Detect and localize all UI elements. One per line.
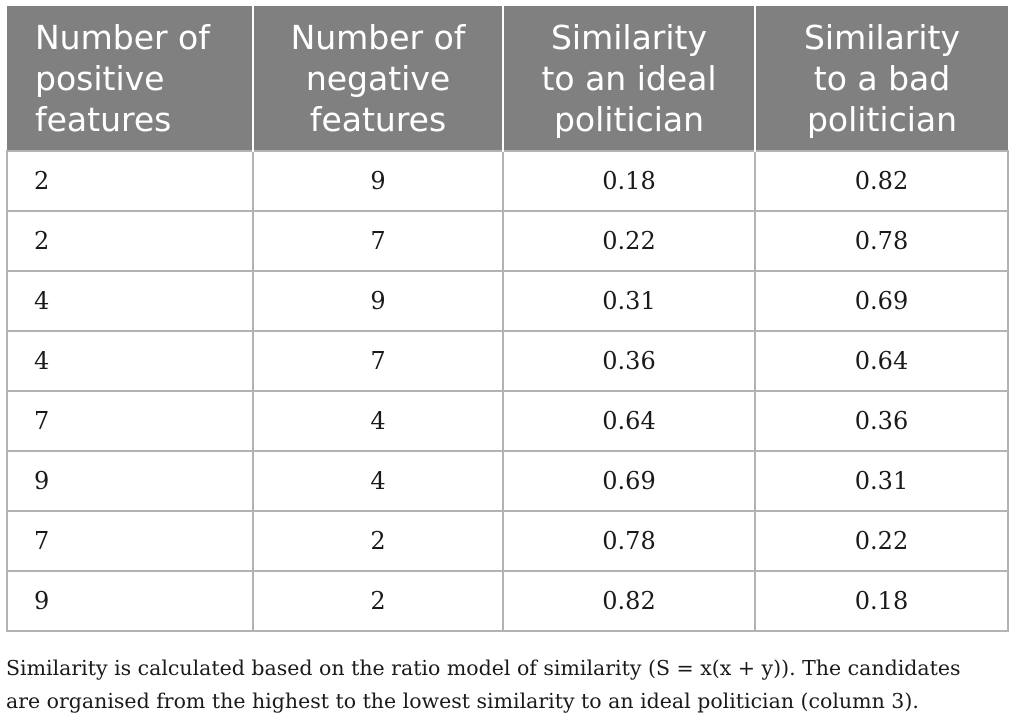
header-line: politician (553, 99, 705, 139)
footnote-line: Similarity is calculated based on the ra… (6, 656, 961, 680)
cell-similarity-bad: 0.82 (754, 150, 1009, 212)
header-line: negative (305, 58, 451, 98)
table-body: 2 9 0.18 0.82 2 7 0.22 0.78 4 9 0.31 0.6… (6, 150, 1009, 632)
header-similarity-ideal: Similarity to an ideal politician (503, 6, 756, 151)
header-line: features (35, 99, 172, 139)
cell-similarity-bad: 0.69 (754, 270, 1009, 332)
cell-positive: 2 (6, 150, 254, 212)
cell-negative: 9 (252, 270, 504, 332)
cell-similarity-ideal: 0.69 (502, 450, 756, 512)
similarity-table: Number of positive features Number of ne… (6, 6, 1009, 632)
cell-positive: 9 (6, 570, 254, 632)
cell-negative: 4 (252, 450, 504, 512)
cell-negative: 7 (252, 210, 504, 272)
table-header: Number of positive features Number of ne… (7, 6, 1008, 151)
table-row: 2 7 0.22 0.78 (6, 210, 1009, 272)
header-line: Number of (35, 17, 210, 57)
header-line: politician (806, 99, 958, 139)
header-line: positive (35, 58, 165, 98)
table-row: 7 2 0.78 0.22 (6, 510, 1009, 572)
header-positive-features: Number of positive features (7, 6, 254, 151)
header-line: to an ideal (541, 58, 717, 98)
cell-similarity-ideal: 0.64 (502, 390, 756, 452)
cell-negative: 4 (252, 390, 504, 452)
cell-similarity-ideal: 0.36 (502, 330, 756, 392)
header-line: Similarity (550, 17, 708, 57)
table-row: 9 4 0.69 0.31 (6, 450, 1009, 512)
cell-negative: 9 (252, 150, 504, 212)
cell-negative: 2 (252, 510, 504, 572)
table-footnote: Similarity is calculated based on the ra… (6, 652, 1011, 718)
header-line: Similarity (803, 17, 961, 57)
cell-positive: 7 (6, 390, 254, 452)
cell-similarity-bad: 0.78 (754, 210, 1009, 272)
cell-negative: 7 (252, 330, 504, 392)
cell-similarity-bad: 0.64 (754, 330, 1009, 392)
cell-positive: 7 (6, 510, 254, 572)
cell-negative: 2 (252, 570, 504, 632)
cell-positive: 9 (6, 450, 254, 512)
header-line: features (309, 99, 447, 139)
table-row: 4 9 0.31 0.69 (6, 270, 1009, 332)
table-row: 9 2 0.82 0.18 (6, 570, 1009, 632)
header-row: Number of positive features Number of ne… (7, 6, 1008, 151)
cell-similarity-bad: 0.31 (754, 450, 1009, 512)
cell-similarity-ideal: 0.78 (502, 510, 756, 572)
cell-similarity-ideal: 0.82 (502, 570, 756, 632)
header-similarity-bad: Similarity to a bad politician (755, 6, 1008, 151)
header-line: to a bad (813, 58, 951, 98)
cell-similarity-bad: 0.18 (754, 570, 1009, 632)
cell-similarity-ideal: 0.31 (502, 270, 756, 332)
footnote-line: are organised from the highest to the lo… (6, 689, 919, 713)
data-table-container: Number of positive features Number of ne… (6, 6, 1009, 632)
cell-positive: 4 (6, 330, 254, 392)
header-negative-features: Number of negative features (253, 6, 504, 151)
cell-similarity-ideal: 0.22 (502, 210, 756, 272)
cell-similarity-bad: 0.36 (754, 390, 1009, 452)
table-row: 2 9 0.18 0.82 (6, 150, 1009, 212)
cell-similarity-ideal: 0.18 (502, 150, 756, 212)
cell-similarity-bad: 0.22 (754, 510, 1009, 572)
cell-positive: 4 (6, 270, 254, 332)
table-row: 7 4 0.64 0.36 (6, 390, 1009, 452)
header-line: Number of (290, 17, 466, 57)
table-row: 4 7 0.36 0.64 (6, 330, 1009, 392)
cell-positive: 2 (6, 210, 254, 272)
